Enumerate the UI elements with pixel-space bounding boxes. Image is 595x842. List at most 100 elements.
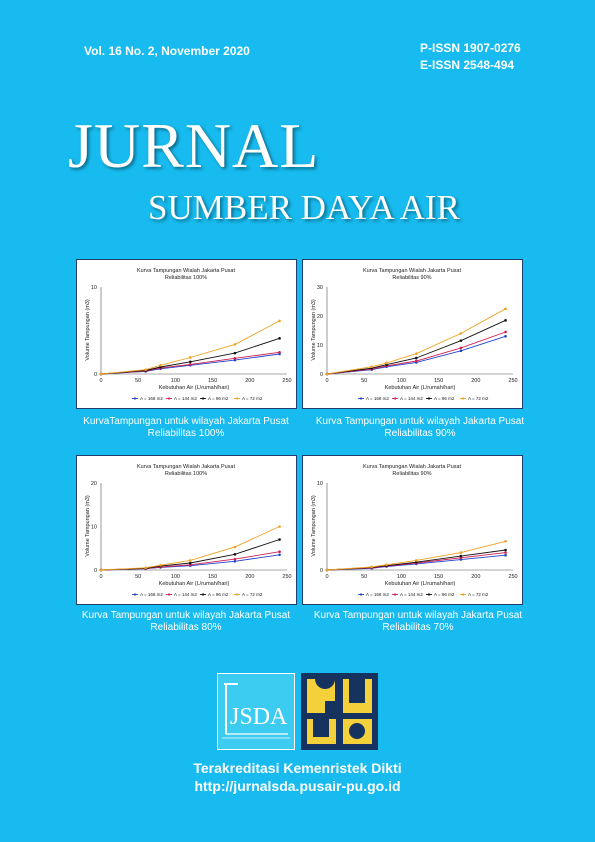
accreditation-text: Terakreditasi Kemenristek Dikti	[193, 760, 402, 776]
data-point	[188, 360, 192, 364]
x-tick-label: 100	[397, 574, 406, 580]
data-point	[504, 539, 507, 543]
p-issn: P-ISSN 1907-0276	[420, 41, 521, 55]
series-line	[100, 526, 280, 571]
x-tick-label: 0	[99, 574, 102, 580]
legend-marker	[393, 397, 397, 400]
chart-subtitle: Reliabilitas 100%	[165, 275, 207, 281]
data-point	[414, 356, 418, 360]
legend-marker	[133, 593, 137, 596]
legend-label: A = 96 m2	[208, 396, 229, 401]
legend-marker	[359, 593, 363, 596]
data-point	[278, 350, 281, 354]
journal-subtitle: SUMBER DAYA AIR	[148, 188, 460, 227]
data-point	[504, 307, 507, 311]
legend-marker	[201, 593, 205, 596]
website-url: http://jurnalsda.pusair-pu.go.id	[194, 778, 401, 794]
x-tick-label: 200	[471, 574, 480, 580]
legend-label: A = 144 m2	[174, 592, 197, 597]
chart-1: Kurva Tampungan Wialah Jakarta PusatReli…	[85, 268, 292, 401]
pu-logo	[301, 669, 378, 750]
caption-2: Kurva Tampungan untuk wilayah Jakarta Pu…	[308, 416, 532, 440]
x-tick-label: 200	[471, 378, 480, 384]
chart-panel-2: Kurva Tampungan Wialah Jakarta Pusat Reli…	[302, 259, 523, 409]
data-point	[504, 330, 507, 334]
chart-panel-3: Kurva Tampungan Wialah Jakarta Pusat Reli…	[76, 455, 297, 605]
caption-4-line2: Reliabilitas 70%	[382, 622, 454, 633]
x-axis-label: Kebutuhan Air (L/rumah/hari)	[385, 385, 456, 391]
chart-title: Kurva Tampungan Wialah Jakarta Pusat	[137, 464, 236, 470]
data-point	[459, 349, 463, 353]
data-point	[414, 559, 418, 562]
data-point	[504, 551, 507, 554]
series-line	[326, 319, 506, 375]
x-tick-label: 250	[282, 574, 291, 580]
data-point	[504, 553, 507, 557]
legend-label: A = 144 m2	[400, 396, 423, 401]
data-point	[188, 363, 192, 366]
legend-label: A = 168 m2	[366, 592, 389, 597]
caption-2-line1: Kurva Tampungan untuk wilayah Jakarta Pu…	[315, 416, 525, 427]
series-line	[326, 331, 506, 375]
data-point	[233, 560, 237, 563]
y-axis-label: Volume Tampungan (m3)	[311, 495, 317, 557]
data-point	[144, 566, 147, 570]
volume-info: Vol. 16 No. 2, November 2020	[84, 44, 250, 58]
chart-panel-1: Kurva Tampungan Wialah Jakarta Pusat Reli…	[76, 259, 297, 409]
caption-1-line1: KurvaTampungan untuk wilayah Jakarta Pus…	[83, 416, 289, 427]
series-line	[326, 540, 506, 571]
legend-label: A = 144 m2	[174, 396, 197, 401]
chart-3: Kurva Tampungan Wialah Jakarta PusatReli…	[85, 464, 292, 597]
y-tick-label: 0	[320, 372, 323, 378]
caption-3: Kurva Tampungan untuk wilayah Jakarta Pu…	[74, 610, 298, 634]
series-line	[326, 308, 506, 375]
caption-2-line2: Reliabilitas 90%	[384, 428, 456, 439]
y-axis-label: Volume Tampungan (m3)	[85, 299, 91, 361]
x-tick-label: 250	[508, 574, 517, 580]
legend-marker	[167, 593, 171, 596]
y-axis-label: Volume Tampungan (m3)	[311, 299, 317, 361]
legend-marker	[461, 593, 465, 596]
data-point	[233, 557, 237, 561]
y-tick-label: 0	[94, 372, 97, 378]
chart-2: Kurva Tampungan Wialah Jakarta PusatReli…	[311, 268, 518, 401]
data-point	[504, 548, 507, 552]
chart-title: Kurva Tampungan Wialah Jakarta Pusat	[137, 268, 236, 274]
x-tick-label: 150	[208, 378, 217, 384]
journal-title: JURNAL	[68, 110, 320, 181]
chart-subtitle: Reliabilitas 90%	[392, 471, 431, 477]
chart-4: Kurva Tampungan Wialah Jakarta PusatReli…	[311, 464, 518, 597]
legend-label: A = 72 m2	[242, 592, 263, 597]
data-point	[99, 372, 103, 376]
x-axis-label: Kebutuhan Air (L/rumah/hari)	[159, 581, 230, 587]
y-tick-label: 30	[317, 285, 323, 291]
x-tick-label: 50	[135, 574, 141, 580]
data-point	[459, 554, 463, 558]
y-tick-label: 10	[317, 481, 323, 487]
jsda-logo: JSDA	[217, 673, 295, 750]
data-point	[385, 563, 388, 567]
data-point	[233, 553, 237, 556]
chart-subtitle: Reliabilitas 100%	[165, 471, 207, 477]
x-tick-label: 100	[171, 378, 180, 384]
data-point	[414, 352, 418, 355]
x-tick-label: 50	[361, 574, 367, 580]
legend-label: A = 168 m2	[140, 396, 163, 401]
data-point	[504, 335, 507, 338]
e-issn: E-ISSN 2548-494	[420, 58, 515, 72]
data-point	[459, 551, 463, 554]
x-tick-label: 0	[325, 378, 328, 384]
chart-subtitle: Reliabilitas 90%	[392, 275, 431, 281]
legend-marker	[359, 397, 363, 400]
pu-logo-icon	[307, 669, 372, 744]
data-point	[159, 563, 162, 567]
legend-marker	[201, 397, 205, 400]
caption-1: KurvaTampungan untuk wilayah Jakarta Pus…	[74, 416, 298, 440]
data-point	[459, 332, 463, 335]
x-tick-label: 0	[99, 378, 102, 384]
x-tick-label: 200	[245, 378, 254, 384]
x-tick-label: 250	[508, 378, 517, 384]
series-line	[100, 320, 280, 375]
data-point	[233, 357, 237, 360]
legend-marker	[427, 397, 431, 400]
